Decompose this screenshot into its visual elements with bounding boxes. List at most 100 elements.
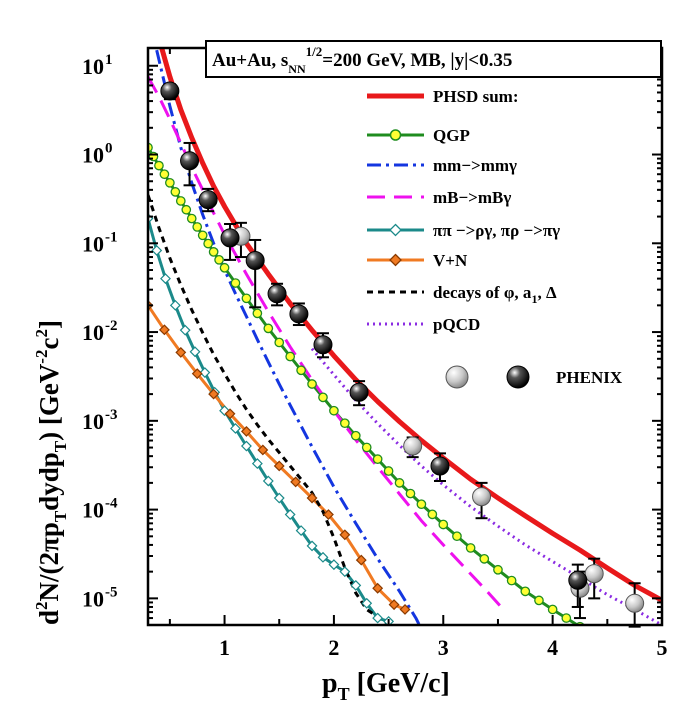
series-line-1 [159, 48, 662, 603]
series-6-marker [208, 388, 220, 400]
series-2-marker [175, 196, 186, 206]
series-line-4 [148, 76, 505, 611]
series-2-marker [561, 613, 572, 623]
phenix-black-point-5 [245, 238, 265, 309]
series-6-marker [306, 492, 318, 504]
series-2-marker [383, 466, 394, 476]
series-6-marker [191, 368, 203, 380]
series-6-marker [339, 529, 351, 541]
series-line-8 [310, 347, 662, 625]
y-tick-label-base: 10 [82, 143, 104, 168]
series-2-marker [575, 621, 585, 625]
series-2-marker [405, 488, 416, 499]
series-5-marker [295, 525, 307, 537]
series-line-6 [148, 304, 406, 611]
legend-label: PHSD sum: [433, 87, 518, 106]
series-2-marker [186, 213, 197, 224]
phenix-data-points [160, 81, 645, 628]
phenix-black-point-10 [430, 452, 450, 482]
series-2-marker [214, 254, 224, 265]
y-tick-label-exponent: -5 [105, 584, 118, 600]
series-5-marker [230, 423, 241, 434]
series-2-marker [340, 418, 350, 429]
series-2-marker [165, 177, 175, 188]
series-2-marker [230, 278, 241, 288]
series-5-marker [179, 324, 191, 336]
series-2-marker [520, 586, 531, 597]
series-2-marker [452, 531, 462, 542]
series-2-marker [603, 639, 611, 647]
series-2-marker [307, 379, 317, 389]
series-2-marker [197, 230, 208, 241]
series-5-marker [273, 492, 285, 504]
legend-item-phenix: PHENIX [445, 365, 623, 389]
series-5-marker [306, 540, 318, 552]
series-2-marker [350, 430, 361, 441]
series-markers [148, 142, 638, 662]
series-6-marker [158, 324, 170, 336]
series-5-marker [372, 612, 384, 624]
series-2-marker [181, 204, 192, 215]
legend-label: ππ −>ργ, πρ −>πγ [433, 221, 560, 240]
series-5-marker [169, 299, 181, 311]
series-2-marker [493, 564, 503, 575]
series-2-marker [394, 478, 405, 488]
legend-item-decays-of-a: decays of φ, a1, Δ [367, 283, 557, 306]
y-tick-label-base: 10 [82, 498, 104, 523]
series-2-marker [296, 365, 306, 376]
x-tick-label-5: 5 [657, 635, 668, 660]
series-2-marker [170, 187, 181, 197]
series-2-marker [534, 595, 544, 606]
series-5-marker [160, 273, 171, 285]
series-5-marker [328, 559, 340, 571]
series-5-marker [240, 440, 252, 452]
series-2-marker [274, 337, 285, 348]
phenix-black-point-7 [289, 302, 309, 327]
series-2-marker [630, 654, 638, 662]
legend-label: decays of φ, a1, Δ [433, 283, 557, 306]
series-line-5 [148, 218, 390, 623]
legend-item-qgp: QGP [367, 126, 470, 145]
series-2-marker [159, 169, 170, 180]
y-axis-title: d2N/(2πpTdydpT) [GeV-2c2] [32, 320, 70, 625]
series-6-marker [290, 476, 302, 488]
phenix-black-point-11 [568, 563, 588, 608]
series-2-marker [203, 238, 213, 249]
series-6-marker [175, 346, 187, 358]
series-5-marker [199, 367, 211, 378]
x-tick-label-1: 1 [219, 635, 230, 660]
series-2-marker [617, 647, 625, 655]
legend-item-mm-mm: mm−>mmγ [367, 156, 517, 175]
series-2-marker [427, 509, 438, 520]
legend-label: pQCD [433, 315, 480, 334]
legend-label: QGP [433, 126, 470, 145]
y-tick-label-base: 10 [82, 320, 104, 345]
y-tick-label-exponent: 0 [105, 141, 113, 157]
y-tick-label-base: 10 [82, 409, 104, 434]
series-2-marker [285, 351, 296, 362]
series-6-marker [322, 509, 334, 520]
phenix-black-point-6 [267, 282, 287, 307]
series-6-marker [240, 425, 252, 437]
series-5-marker [219, 405, 231, 417]
y-tick-label-exponent: -2 [105, 318, 118, 334]
x-tick-label-4: 4 [547, 635, 558, 660]
phenix-gray-point-5 [584, 557, 604, 600]
series-5-marker [151, 245, 163, 256]
legend-label: mm−>mmγ [433, 156, 517, 175]
series-5-marker [317, 551, 329, 563]
phenix-black-point-8 [313, 332, 333, 359]
phenix-black-point-4 [220, 222, 240, 261]
series-2-marker [506, 575, 517, 586]
phenix-black-point-2 [180, 141, 200, 187]
series-2-marker [361, 442, 372, 453]
series-2-marker [154, 160, 164, 171]
series-line-3 [155, 49, 421, 625]
legend-item-phsd-sum: PHSD sum: [367, 87, 518, 106]
series-5-marker [339, 566, 351, 578]
phenix-gray-point-2 [403, 436, 423, 459]
series-2-marker [318, 392, 328, 403]
x-tick-labels: 1 2 3 4 5 [219, 635, 667, 660]
